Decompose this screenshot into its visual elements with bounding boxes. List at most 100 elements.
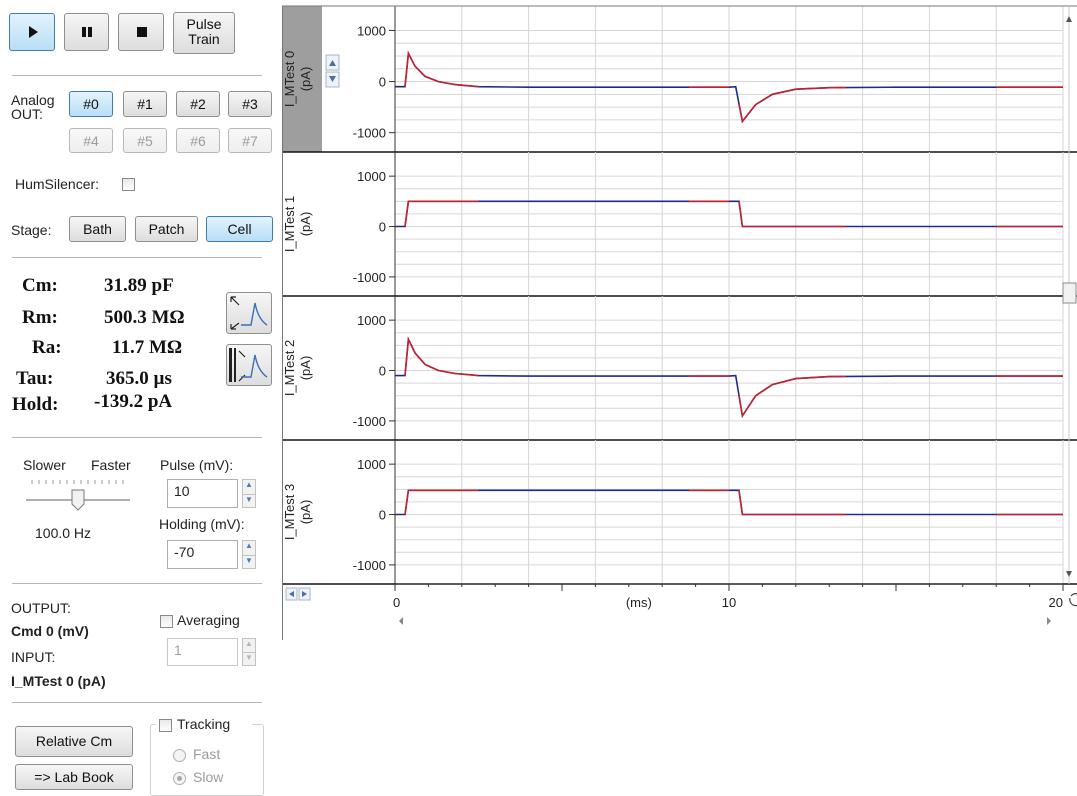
averaging-input[interactable]: 1 xyxy=(167,638,238,666)
auto-fit-button[interactable] xyxy=(226,292,272,334)
tracking-checkbox[interactable] xyxy=(159,719,172,732)
analog-out-channel-1[interactable]: #1 xyxy=(123,91,167,117)
analog-out-channel-7[interactable]: #7 xyxy=(228,128,272,153)
faster-label: Faster xyxy=(91,457,131,473)
stage-cell-button[interactable]: Cell xyxy=(206,216,273,242)
rate-slider[interactable] xyxy=(22,476,134,516)
rm-value: 500.3 MΩ xyxy=(104,307,185,328)
pulse-train-label-line1: Pulse xyxy=(186,16,222,32)
pulse-input[interactable]: 10 xyxy=(167,479,238,508)
play-icon xyxy=(29,26,38,38)
channel-label: I_MTest 2 xyxy=(282,340,297,396)
y-tick-label: -1000 xyxy=(353,270,386,285)
fit-line xyxy=(738,490,846,516)
analog-out-label-line1: Analog xyxy=(11,92,55,108)
rate-slider-thumb[interactable] xyxy=(71,489,85,511)
full-fit-button[interactable] xyxy=(226,344,272,386)
holding-label: Holding (mV): xyxy=(159,516,245,532)
separator xyxy=(12,75,262,77)
pause-button[interactable] xyxy=(64,13,109,51)
hscroll-right-arrow-icon[interactable] xyxy=(1047,617,1051,625)
analog-out-channel-3[interactable]: #3 xyxy=(228,91,272,117)
oscilloscope-area: 1000 0 -1000 I_MTest 0 (pA) 1000 0 -1000 I_MTest… xyxy=(282,0,1077,790)
rate-value: 100.0 Hz xyxy=(35,525,92,541)
separator xyxy=(12,702,262,704)
play-button[interactable] xyxy=(9,13,55,51)
channel-panel-2: 1000 0 -1000 I_MTest 2 (pA) xyxy=(282,296,1077,441)
averaging-label: Averaging xyxy=(177,612,240,628)
holding-input[interactable]: -70 xyxy=(167,540,238,569)
analog-out-channel-0[interactable]: #0 xyxy=(69,91,113,117)
relative-cm-button[interactable]: Relative Cm xyxy=(15,726,133,757)
hscroll-left-arrow-icon[interactable] xyxy=(399,617,403,625)
channel-scroll-buttons[interactable] xyxy=(325,54,340,88)
hold-label: Hold: xyxy=(12,394,59,415)
spin-up-icon[interactable]: ▲ xyxy=(245,541,253,550)
triangle-down-icon xyxy=(329,76,336,82)
y-tick-label: 0 xyxy=(379,75,386,90)
stop-button[interactable] xyxy=(118,13,164,51)
fit-line xyxy=(404,50,479,88)
spin-down-icon[interactable]: ▼ xyxy=(243,493,255,508)
y-tick-label: 1000 xyxy=(357,313,386,328)
output-label: OUTPUT: xyxy=(11,600,71,616)
input-label: INPUT: xyxy=(11,649,56,665)
tracking-slow-radio[interactable] xyxy=(173,772,186,785)
spin-down-icon[interactable]: ▼ xyxy=(243,554,255,569)
analog-out-channel-5[interactable]: #5 xyxy=(123,128,167,153)
averaging-spinner[interactable]: ▲ ▼ xyxy=(242,638,256,666)
rm-label: Rm: xyxy=(22,307,58,328)
averaging-checkbox[interactable] xyxy=(160,615,173,628)
holding-spinner[interactable]: ▲ ▼ xyxy=(242,540,256,569)
control-panel: Pulse Train Analog OUT: #0 #1 #2 #3 #4 #… xyxy=(0,0,282,796)
cm-value: 31.89 pF xyxy=(104,275,174,296)
analog-out-channel-6[interactable]: #6 xyxy=(176,128,220,153)
separator xyxy=(12,437,262,439)
scroll-up-arrow-icon[interactable] xyxy=(1066,16,1072,22)
y-tick-label: -1000 xyxy=(353,414,386,429)
spin-down-icon[interactable]: ▼ xyxy=(243,652,255,665)
x-tick-label: 20 xyxy=(1049,595,1063,610)
spin-up-icon[interactable]: ▲ xyxy=(245,639,253,648)
ra-value: 11.7 MΩ xyxy=(112,337,183,358)
analog-out-channel-4[interactable]: #4 xyxy=(69,128,113,153)
channel-unit-label: (pA) xyxy=(298,67,313,92)
hum-silencer-label: HumSilencer: xyxy=(15,176,100,192)
pulse-spinner[interactable]: ▲ ▼ xyxy=(242,479,256,508)
pulse-train-label-line2: Train xyxy=(188,31,220,48)
stage-bath-button[interactable]: Bath xyxy=(69,216,126,242)
resize-handle-icon[interactable] xyxy=(1069,593,1077,607)
channel-label: I_MTest 3 xyxy=(282,484,297,540)
radio-dot xyxy=(177,776,182,781)
vscroll-thumb[interactable] xyxy=(1062,282,1077,304)
x-tick-label: 0 xyxy=(393,595,400,610)
fit-line xyxy=(738,86,846,124)
hold-value: -139.2 pA xyxy=(94,391,173,412)
x-tick-label: 10 xyxy=(722,595,736,610)
analog-out-channel-2[interactable]: #2 xyxy=(176,91,220,117)
input-value: I_MTest 0 (pA) xyxy=(11,673,106,689)
transient-fit-full-icon xyxy=(229,348,268,382)
slower-label: Slower xyxy=(23,457,66,473)
spin-up-icon[interactable]: ▲ xyxy=(245,480,253,489)
channel-label-selected-bg xyxy=(282,6,322,152)
stage-label: Stage: xyxy=(11,222,52,238)
fit-line xyxy=(404,489,479,515)
hum-silencer-checkbox[interactable] xyxy=(122,178,135,191)
separator xyxy=(12,257,262,259)
stage-patch-button[interactable]: Patch xyxy=(135,216,198,242)
channel-unit-label: (pA) xyxy=(298,356,313,381)
fit-line xyxy=(404,336,479,377)
tracking-fast-radio[interactable] xyxy=(173,749,186,762)
lab-book-button[interactable]: => Lab Book xyxy=(15,764,133,790)
tau-value: 365.0 µs xyxy=(106,368,172,389)
scroll-down-arrow-icon[interactable] xyxy=(1066,571,1072,577)
tracking-label: Tracking xyxy=(177,716,231,732)
tracking-slow-label: Slow xyxy=(193,769,224,785)
tau-label: Tau: xyxy=(16,368,54,389)
ra-label: Ra: xyxy=(32,337,62,358)
channel-panel-0: 1000 0 -1000 I_MTest 0 (pA) xyxy=(282,6,1077,153)
pause-icon xyxy=(82,27,92,37)
pulse-train-button[interactable]: Pulse Train xyxy=(173,12,235,54)
